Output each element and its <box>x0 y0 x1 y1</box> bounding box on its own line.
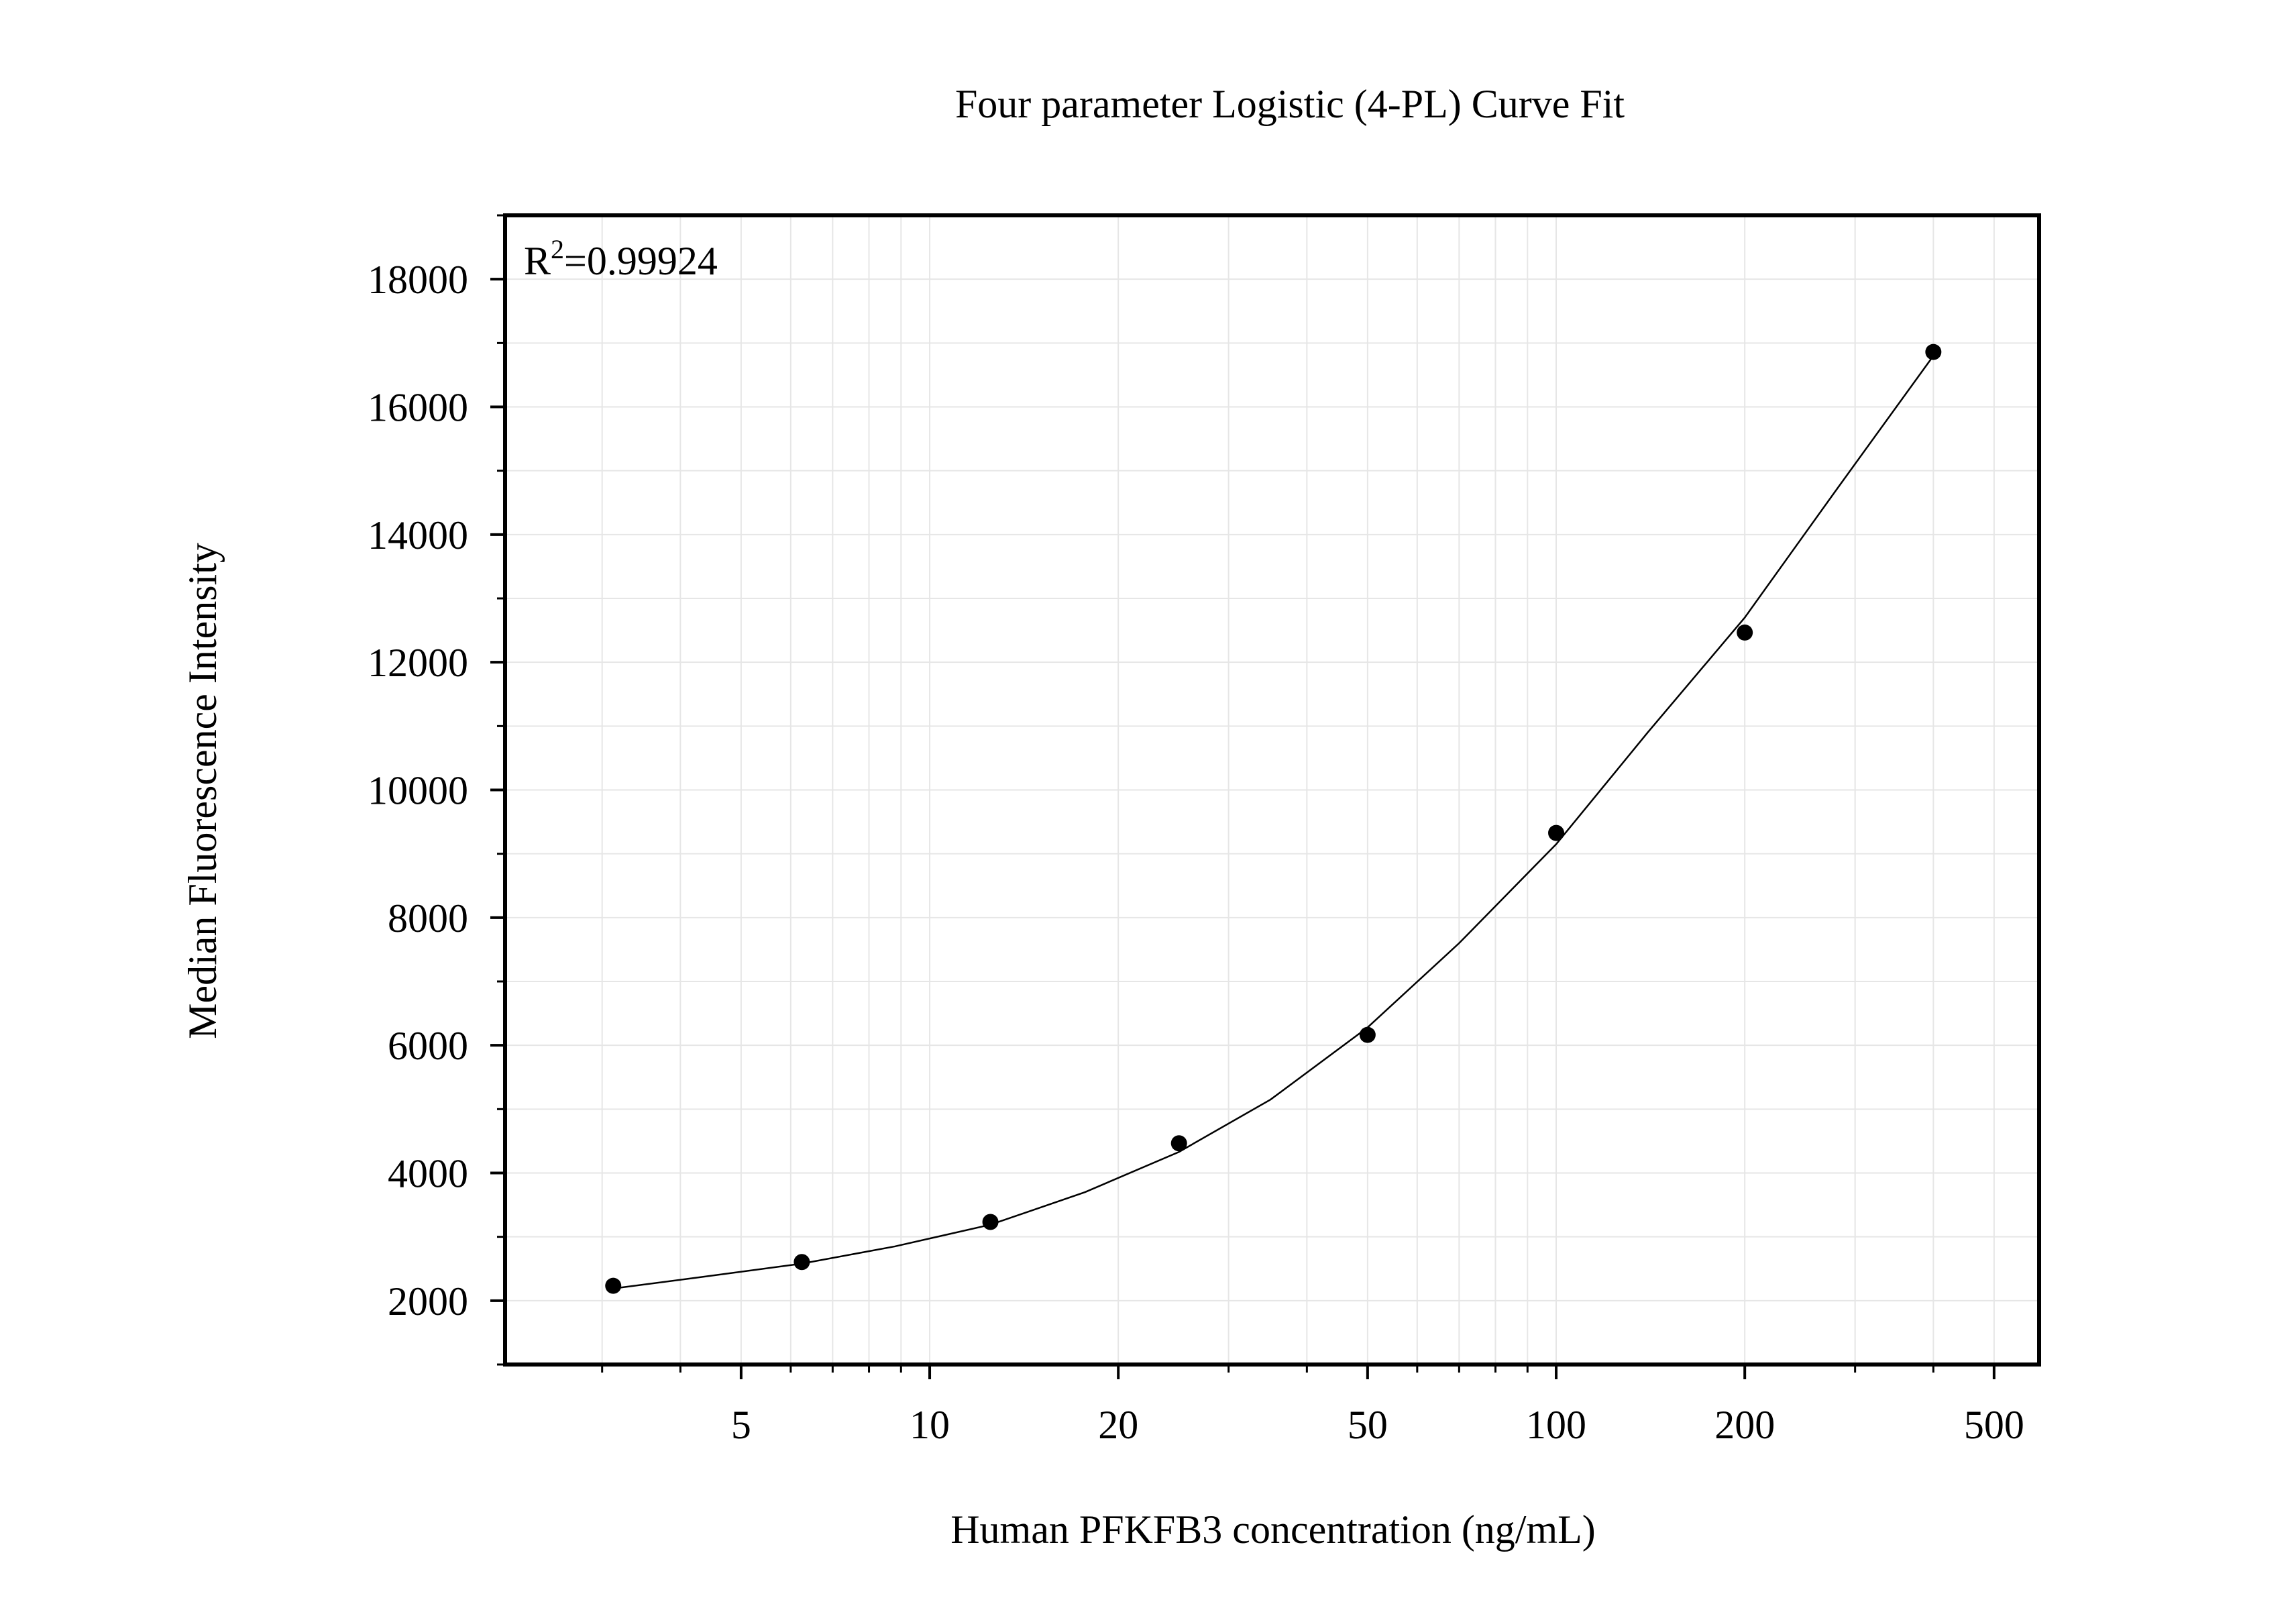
y-tick-label: 6000 <box>388 1024 468 1068</box>
data-point <box>1925 343 1942 360</box>
y-tick-label: 10000 <box>368 769 468 813</box>
data-point <box>794 1254 810 1271</box>
y-tick-label: 18000 <box>368 258 468 302</box>
x-tick-label: 50 <box>1348 1403 1388 1447</box>
data-point <box>1359 1026 1376 1043</box>
x-tick-label: 20 <box>1098 1403 1138 1447</box>
x-tick-label: 100 <box>1526 1403 1586 1447</box>
chart-title: Four parameter Logistic (4-PL) Curve Fit <box>955 82 1625 126</box>
y-tick-label: 2000 <box>388 1279 468 1324</box>
fit-curve <box>613 355 1934 1289</box>
x-tick-label: 10 <box>910 1403 950 1447</box>
y-tick-label: 4000 <box>388 1152 468 1196</box>
data-point <box>1737 624 1753 641</box>
y-tick-label: 16000 <box>368 386 468 430</box>
annotation-base: R <box>524 239 551 283</box>
x-tick-label: 200 <box>1714 1403 1775 1447</box>
y-tick-label: 8000 <box>388 896 468 941</box>
data-point <box>1548 824 1565 841</box>
y-tick-label: 14000 <box>368 513 468 557</box>
x-axis-label: Human PFKFB3 concentration (ng/mL) <box>950 1507 1596 1552</box>
x-tick-label: 5 <box>731 1403 751 1447</box>
y-axis-label: Median Fluorescence Intensity <box>180 543 225 1039</box>
data-point <box>1170 1135 1187 1152</box>
data-point <box>982 1214 999 1230</box>
x-tick-label: 500 <box>1964 1403 2024 1447</box>
annotation-rest: =0.99924 <box>564 239 718 283</box>
data-point <box>605 1277 622 1294</box>
annotation-sup: 2 <box>551 234 564 264</box>
annotation: R2=0.99924 <box>524 234 718 283</box>
y-tick-label: 12000 <box>368 641 468 685</box>
